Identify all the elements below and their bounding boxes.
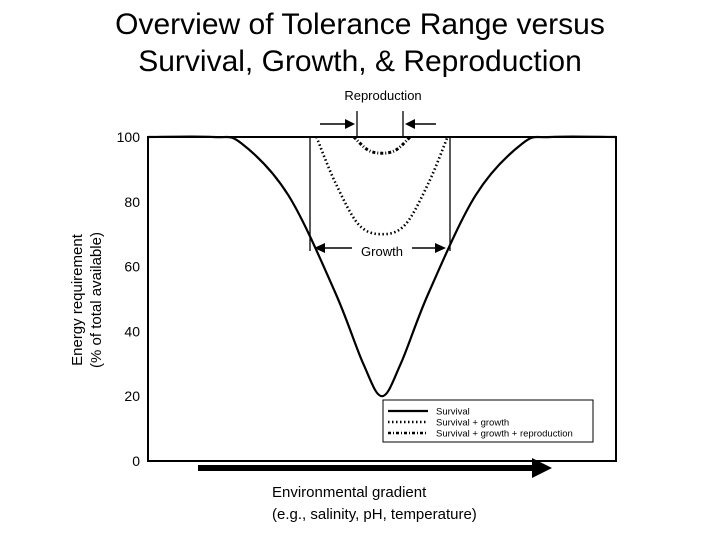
y-tick-label: 20 [124, 388, 140, 404]
y-ticks: 100 80 60 40 20 0 [117, 129, 141, 469]
x-axis-label-line2: (e.g., salinity, pH, temperature) [272, 506, 477, 523]
y-tick-label: 60 [124, 259, 140, 275]
slide-title-line1: Overview of Tolerance Range versus [115, 8, 605, 41]
plot-frame [147, 136, 617, 462]
y-tick-label: 100 [117, 129, 141, 145]
y-tick-label: 80 [124, 194, 140, 210]
legend-label-survival-growth-reproduction: Survival + growth + reproduction [436, 429, 573, 440]
series-layer [147, 135, 617, 398]
y-axis-label-line2: (% of total available) [88, 232, 105, 368]
series-line-survival-growth-reproduction [352, 135, 412, 155]
reproduction-arrowhead-right [405, 119, 415, 129]
slide-title: Overview of Tolerance Range versus Survi… [0, 6, 720, 80]
x-axis-label-line1: Environmental gradient [272, 484, 427, 501]
slide-title-line2: Survival, Growth, & Reproduction [138, 45, 582, 78]
legend-label-survival-growth: Survival + growth [436, 418, 509, 429]
y-tick-label: 0 [132, 453, 140, 469]
growth-label: Growth [361, 244, 403, 259]
y-axis-label-line1: Energy requirement [69, 233, 86, 366]
gradient-arrowhead [532, 458, 552, 478]
reproduction-label: Reproduction [344, 88, 421, 103]
series-line-survival [147, 135, 617, 398]
legend-box [382, 399, 594, 443]
reproduction-arrowhead-left [345, 119, 355, 129]
y-tick-label: 40 [124, 323, 140, 339]
series-line-survival-growth [315, 136, 449, 236]
growth-arrowhead-right [435, 243, 446, 253]
growth-arrowhead-left [314, 243, 325, 253]
legend-label-survival: Survival [436, 407, 470, 418]
